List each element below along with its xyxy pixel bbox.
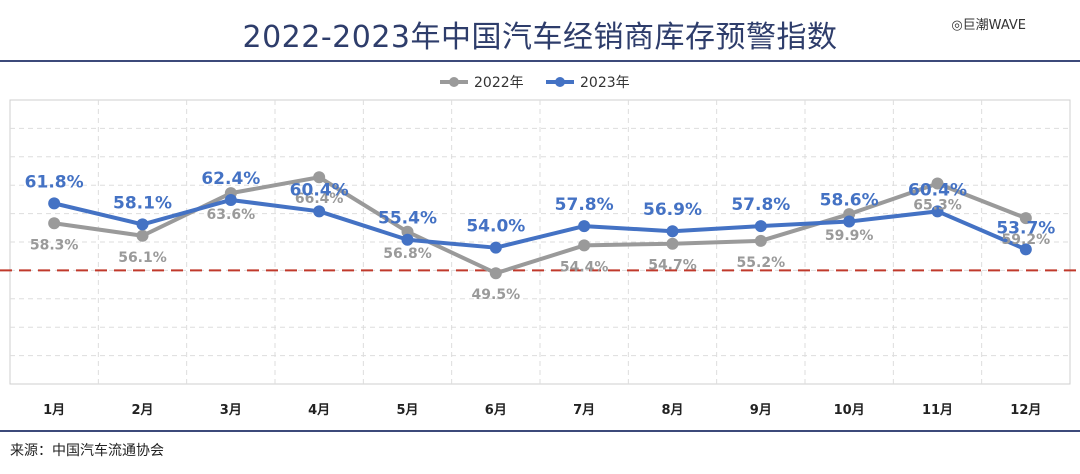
- series-2023-point: [136, 218, 149, 231]
- x-axis-labels: 1月 2月 3月 4月 5月 6月 7月 8月 9月 10月 11月 12月: [43, 403, 1041, 418]
- data-label-2023: 57.8%: [555, 195, 614, 215]
- chart-legend: 2022年 2023年: [440, 75, 630, 91]
- series-2022: [48, 171, 1032, 280]
- line-chart: 2022年 2023年 58.3% 56.1% 63.6% 66.4% 56.8% 49.…: [0, 75, 1080, 418]
- series-2023-point: [48, 197, 61, 210]
- source-note: 来源：中国汽车流通协会: [10, 443, 164, 459]
- top-divider: [0, 60, 1080, 62]
- series-2023-point: [401, 233, 414, 246]
- series-2023-point: [931, 205, 944, 218]
- data-label-2022: 56.8%: [383, 246, 432, 262]
- x-tick-label: 8月: [661, 403, 683, 418]
- x-tick-label: 1月: [43, 403, 65, 418]
- data-label-2022: 56.1%: [118, 250, 167, 266]
- x-tick-label: 2月: [131, 403, 153, 418]
- watermark-logo: ◎巨潮WAVE: [951, 18, 1026, 33]
- data-label-2022: 49.5%: [472, 287, 521, 303]
- data-label-2022: 59.9%: [825, 228, 874, 244]
- series-2022-point: [1019, 212, 1032, 225]
- x-tick-label: 6月: [485, 403, 507, 418]
- data-label-2022: 59.2%: [1002, 232, 1051, 248]
- series-2023: [48, 193, 1032, 256]
- data-label-2023: 54.0%: [466, 217, 525, 237]
- series-2022-point: [666, 237, 679, 250]
- series-2022-point: [754, 234, 767, 247]
- x-tick-label: 4月: [308, 403, 330, 418]
- data-label-2023: 62.4%: [201, 169, 260, 189]
- data-label-2023: 57.8%: [731, 195, 790, 215]
- series-2023-point: [1019, 243, 1032, 256]
- data-labels-2023: 61.8% 58.1% 62.4% 60.4% 55.4% 54.0% 57.8% 56.9%…: [25, 169, 1056, 238]
- series-2022-point: [578, 239, 591, 252]
- series-2022-point: [136, 229, 149, 242]
- data-label-2022: 66.4%: [295, 191, 344, 207]
- series-2023-point: [666, 225, 679, 238]
- series-2023-line: [53, 197, 1027, 252]
- data-label-2023: 58.6%: [820, 191, 879, 211]
- x-tick-label: 10月: [834, 403, 865, 418]
- x-tick-label: 3月: [220, 403, 242, 418]
- x-tick-label: 5月: [396, 403, 418, 418]
- series-2022-point: [489, 267, 502, 280]
- legend-marker-2023: [555, 77, 565, 87]
- data-label-2022: 63.6%: [207, 207, 256, 223]
- data-label-2022: 54.4%: [560, 259, 609, 275]
- data-label-2023: 61.8%: [25, 172, 84, 192]
- series-2022-point: [313, 171, 326, 184]
- data-label-2022: 55.2%: [737, 255, 786, 271]
- x-tick-label: 9月: [750, 403, 772, 418]
- series-2023-point: [224, 193, 237, 206]
- series-2022-line: [53, 175, 1027, 276]
- data-labels-2022: 58.3% 56.1% 63.6% 66.4% 56.8% 49.5% 54.4% 54.7%…: [30, 191, 1050, 303]
- series-2023-point: [578, 220, 591, 233]
- x-tick-label: 12月: [1010, 403, 1041, 418]
- grid: [9, 99, 1071, 385]
- series-2023-point: [843, 215, 856, 228]
- legend-label-2022: 2022年: [474, 75, 524, 91]
- legend-marker-2022: [449, 77, 459, 87]
- data-label-2023: 60.4%: [290, 180, 349, 200]
- series-2023-point: [489, 241, 502, 254]
- series-2023-point: [754, 220, 767, 233]
- data-label-2023: 58.1%: [113, 193, 172, 213]
- data-label-2023: 60.4%: [908, 180, 967, 200]
- data-label-2023: 53.7%: [996, 218, 1055, 238]
- legend-label-2023: 2023年: [580, 75, 630, 91]
- data-label-2022: 54.7%: [648, 258, 697, 274]
- data-label-2023: 55.4%: [378, 209, 437, 229]
- data-label-2022: 58.3%: [30, 237, 79, 253]
- data-label-2022: 65.3%: [913, 197, 962, 213]
- series-2023-point: [313, 205, 326, 218]
- x-tick-label: 11月: [922, 403, 953, 418]
- chart-title: 2022-2023年中国汽车经销商库存预警指数: [242, 20, 838, 55]
- series-2022-point: [931, 177, 944, 190]
- bottom-divider: [0, 430, 1080, 432]
- series-2022-point: [48, 217, 61, 230]
- data-label-2023: 56.9%: [643, 200, 702, 220]
- x-tick-label: 7月: [573, 403, 595, 418]
